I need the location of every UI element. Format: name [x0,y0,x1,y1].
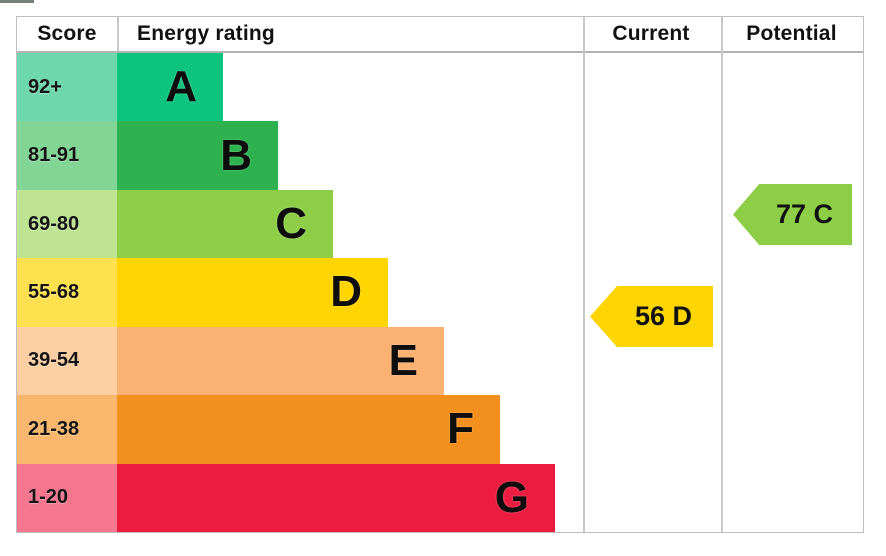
rating-bar-C: C [117,189,333,259]
rating-bar-B: B [117,121,278,190]
score-range-F: 21-38 [17,395,117,464]
rating-bar-D: D [117,258,388,327]
rating-letter-C: C [275,199,307,249]
band-row-F: 21-38 F [17,395,863,464]
score-range-A: 92+ [17,53,117,122]
rating-letter-B: B [220,130,252,180]
current-rating-label: 56 D [634,301,693,331]
band-row-C: 69-80 C [17,189,863,259]
potential-rating-arrow: 77 C [733,184,852,245]
current-rating-arrow: 56 D [590,286,713,347]
header-divider [17,51,863,53]
band-row-D: 55-68 D [17,258,863,327]
header-energy-rating-label: Energy rating [137,22,275,45]
band-row-A: 92+ A [17,53,863,122]
chart-header-row: Score Energy rating Current Potential [17,17,863,51]
rating-bands: 92+ A 81-91 B 69-80 C 55-68 D 39-54 E 21-38 F 1-20 G [17,53,863,532]
epc-chart: Score Energy rating Current Potential 92… [16,16,864,533]
screen-edge-artifact [0,0,34,3]
rating-letter-F: F [447,404,474,454]
rating-letter-D: D [330,267,362,317]
rating-bar-F: F [117,395,500,464]
band-row-B: 81-91 B [17,121,863,190]
score-range-G: 1-20 [17,463,117,532]
score-range-E: 39-54 [17,326,117,396]
rating-letter-G: G [494,472,529,522]
score-column-divider [117,17,119,51]
rating-bar-G: G [117,463,555,532]
potential-rating-label: 77 C [775,199,834,229]
score-range-B: 81-91 [17,121,117,190]
rating-bar-E: E [117,326,444,396]
score-range-D: 55-68 [17,258,117,327]
rating-letter-E: E [388,335,418,385]
header-score-label: Score [37,22,97,45]
header-potential-label: Potential [746,22,837,45]
rating-bar-A: A [117,53,223,122]
potential-column-divider [721,17,723,532]
band-row-E: 39-54 E [17,326,863,396]
header-current-label: Current [612,22,690,45]
rating-letter-A: A [165,62,197,112]
current-column-divider [583,17,585,532]
score-range-C: 69-80 [17,189,117,259]
band-row-G: 1-20 G [17,463,863,532]
